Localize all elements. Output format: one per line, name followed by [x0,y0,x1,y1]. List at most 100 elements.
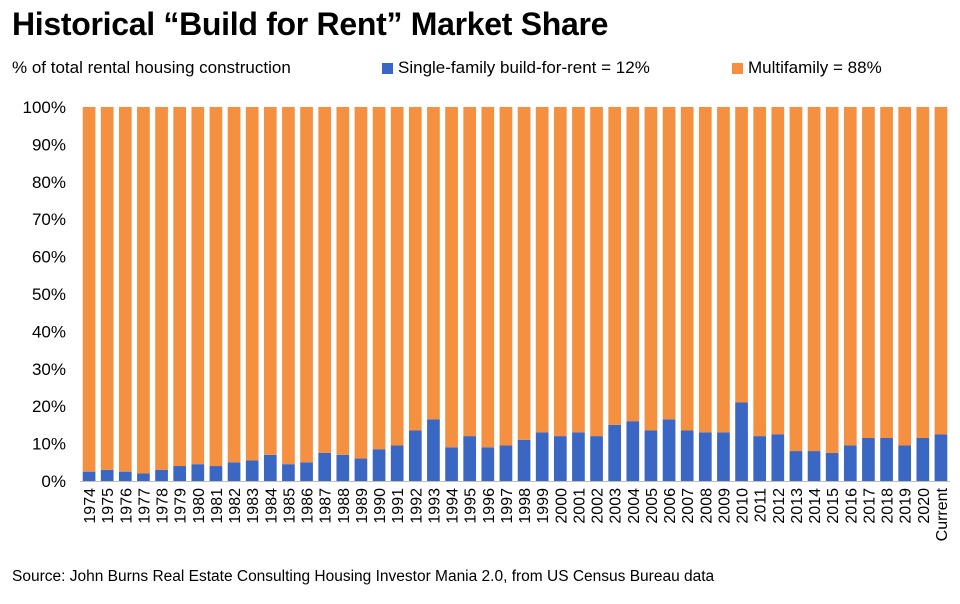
bar-single-family [155,469,168,481]
x-tick-label: 2003 [608,488,625,524]
bar-single-family [662,419,676,481]
x-tick-label: 1974 [82,488,99,524]
bar-single-family [934,434,948,481]
x-tick-label: 1983 [245,488,262,524]
bar-multifamily [553,107,567,437]
bar-single-family [680,430,694,481]
y-tick-label: 100% [23,98,66,117]
bar-multifamily [608,107,622,425]
x-tick-label: 2000 [553,488,570,524]
bar-single-family [372,449,386,481]
bar-multifamily [753,107,767,437]
bar-single-family [209,466,223,481]
bar-single-family [173,466,187,481]
bar-single-family [880,437,893,481]
bar-single-family [82,471,96,481]
x-tick-label: 2008 [698,488,715,524]
x-tick-label: 2006 [662,488,679,524]
bar-single-family [427,419,440,481]
bar-multifamily [336,107,350,455]
bar-single-family [463,436,477,481]
x-tick-label: 2011 [753,488,770,523]
bar-multifamily [372,107,386,450]
bar-multifamily [698,107,712,433]
bar-multifamily [862,107,875,438]
x-tick-label: 2001 [571,488,588,524]
bar-multifamily [427,107,440,420]
bar-single-family [408,430,422,481]
x-tick-label: 2004 [626,488,643,524]
x-tick-label: 1982 [227,488,244,524]
bar-single-family [318,452,332,481]
x-tick-label: 1994 [445,488,462,524]
bar-multifamily [644,107,658,431]
bar-multifamily [408,107,422,431]
bar-multifamily [82,107,96,472]
bar-single-family [572,432,585,481]
x-tick-label: 1978 [155,488,172,524]
bar-single-family [263,454,277,481]
bar-single-family [717,432,730,481]
bar-multifamily [789,107,803,452]
x-tick-label: 1997 [499,488,516,524]
bar-multifamily [227,107,241,463]
x-tick-label: 2002 [590,488,607,524]
x-tick-label: 1993 [426,488,443,524]
bar-single-family [590,436,603,481]
bar-single-family [354,458,368,481]
y-tick-label: 10% [32,435,66,454]
x-tick-label: 2010 [735,488,752,524]
bar-multifamily [735,107,748,403]
x-tick-label: 1999 [535,488,552,524]
bar-single-family [282,464,295,481]
x-tick-label: 2016 [843,488,860,524]
bar-single-family [390,445,404,481]
x-tick-label: 1998 [517,488,534,524]
x-tick-label: 1987 [318,488,335,524]
bar-multifamily [717,107,730,433]
x-tick-label: 1981 [209,488,226,524]
bar-single-family [735,402,748,481]
bar-single-family [698,432,712,481]
legend-swatch-multifamily [732,62,743,74]
x-tick-label: 1977 [136,488,153,524]
y-tick-label: 0% [41,472,66,491]
bar-single-family [789,451,803,481]
bar-multifamily [137,107,150,474]
x-tick-label: 1996 [481,488,498,524]
y-tick-label: 50% [32,285,66,304]
y-tick-label: 30% [32,360,66,379]
bar-single-family [517,439,531,481]
bar-single-family [626,421,640,481]
bar-multifamily [680,107,694,431]
bar-multifamily [662,107,676,420]
y-tick-label: 60% [32,248,66,267]
bar-single-family [300,462,313,481]
x-tick-label: 1976 [118,488,135,524]
y-tick-label: 20% [32,397,66,416]
legend-label-single-family: Single-family build-for-rent = 12% [398,58,650,77]
x-tick-label: 2013 [789,488,806,524]
bar-single-family [499,445,513,481]
legend-label-multifamily: Multifamily = 88% [748,58,882,77]
bar-single-family [843,445,857,481]
bar-multifamily [245,107,259,461]
bar-single-family [118,471,132,481]
bar-single-family [535,432,549,481]
y-tick-label: 40% [32,322,66,341]
x-tick-label: 2009 [716,488,733,524]
bar-multifamily [481,107,495,448]
bar-multifamily [118,107,132,472]
x-tick-label: 2012 [771,488,788,524]
bar-single-family [137,473,150,481]
x-tick-label: 1975 [100,488,117,524]
bar-multifamily [390,107,404,446]
bar-multifamily [209,107,223,467]
x-tick-label: 2007 [680,488,697,524]
x-tick-label: 2005 [644,488,661,524]
bar-single-family [898,445,912,481]
bar-multifamily [499,107,513,446]
x-tick-label: 2019 [898,488,915,524]
bar-multifamily [535,107,549,433]
